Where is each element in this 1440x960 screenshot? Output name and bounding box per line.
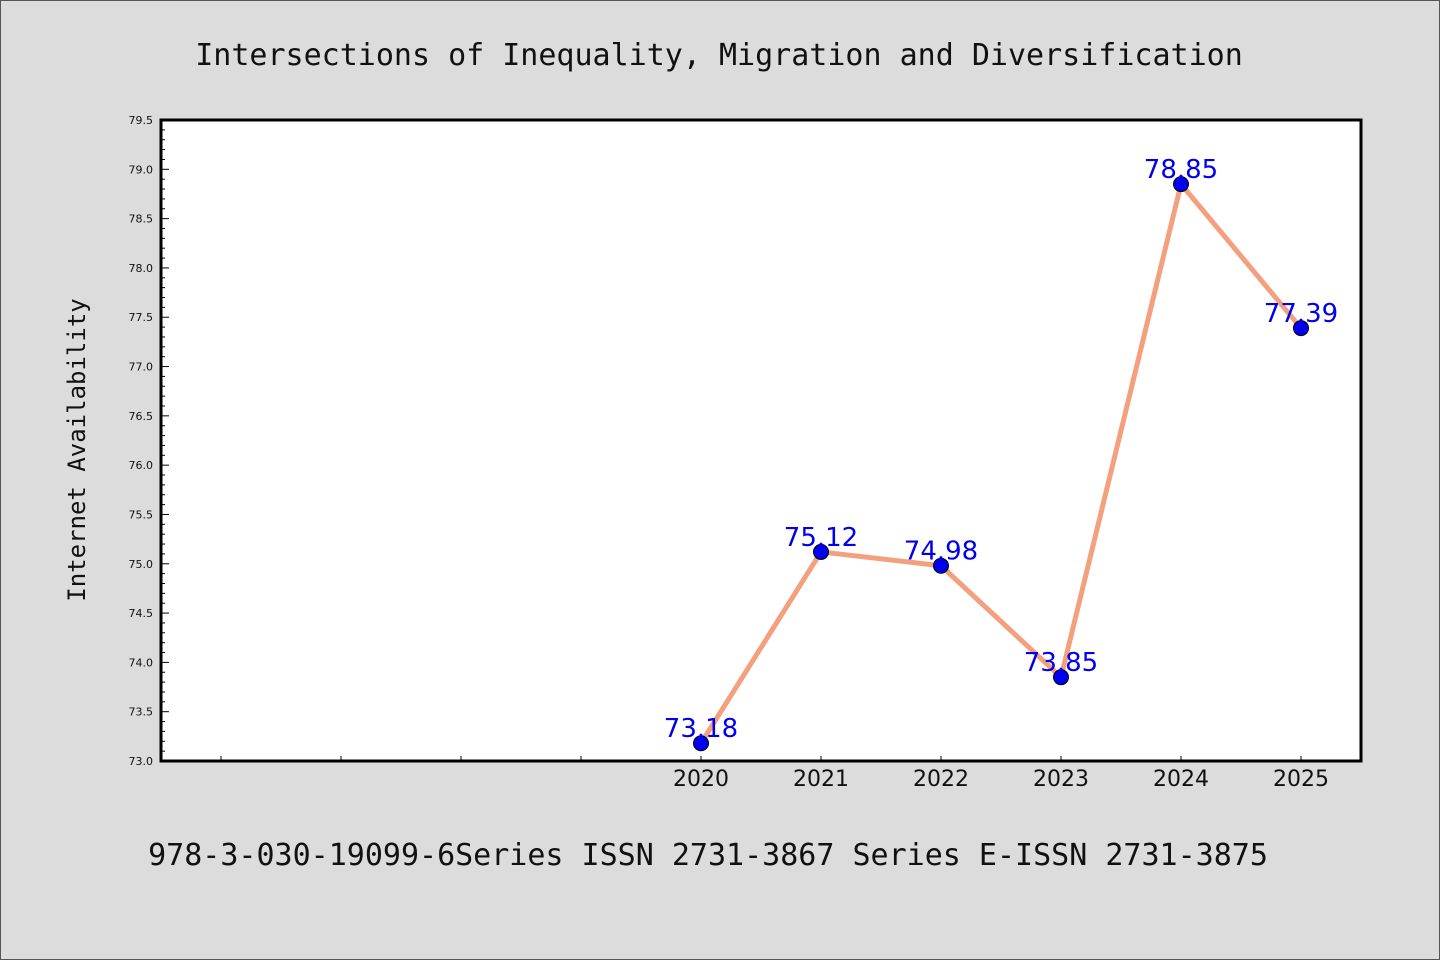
y-tick-label: 75.5 (129, 508, 154, 521)
data-label: 73.18 (664, 714, 738, 744)
data-point (1053, 669, 1069, 686)
y-tick-label: 76.5 (129, 410, 154, 423)
data-point (693, 735, 709, 752)
y-tick-label: 78.5 (129, 213, 154, 226)
y-tick-label: 79.5 (129, 114, 154, 127)
plot-area (161, 120, 1361, 761)
x-tick-label: 2023 (1033, 767, 1089, 792)
series-line (698, 181, 1303, 745)
x-tick-label: 2024 (1153, 767, 1209, 792)
footer-text: 978-3-030-19099-6Series ISSN 2731-3867 S… (148, 838, 1268, 873)
data-point (813, 543, 829, 560)
data-point (933, 557, 949, 574)
data-label: 74.98 (904, 537, 978, 567)
y-tick-label: 77.5 (129, 311, 154, 324)
data-label: 73.85 (1024, 648, 1098, 678)
y-axis-ticks: 73.0 73.5 74.0 74.5 75.0 75.5 76.0 76.5 77.0 77.5… (129, 114, 169, 768)
x-tick-label: 2022 (913, 767, 969, 792)
data-label: 77.39 (1264, 299, 1338, 329)
y-tick-label: 73.0 (129, 755, 154, 768)
x-tick-label: 2020 (673, 767, 729, 792)
data-point (1173, 176, 1189, 193)
y-tick-label: 74.0 (129, 656, 154, 669)
y-tick-label: 73.5 (129, 706, 154, 719)
x-axis-ticks: 2020 2021 2022 2023 2024 2025 (220, 756, 1329, 792)
chart-title: Intersections of Inequality, Migration a… (195, 38, 1243, 73)
x-tick-label: 2021 (793, 767, 849, 792)
x-tick-label: 2025 (1273, 767, 1329, 792)
data-label: 78.85 (1144, 155, 1218, 185)
plot-frame (159, 118, 1363, 763)
y-tick-label: 74.5 (129, 607, 154, 620)
y-tick-label: 78.0 (129, 262, 154, 275)
data-label: 75.12 (784, 523, 858, 553)
y-tick-label: 77.0 (129, 361, 154, 374)
y-axis-label: Internet Availability (63, 298, 91, 601)
y-tick-label: 76.0 (129, 459, 154, 472)
data-point (1293, 320, 1309, 337)
data-series: 73.18 75.12 74.98 73.85 78.85 77.39 (664, 155, 1338, 752)
y-tick-label: 79.0 (129, 163, 154, 176)
y-tick-label: 75.0 (129, 558, 154, 571)
